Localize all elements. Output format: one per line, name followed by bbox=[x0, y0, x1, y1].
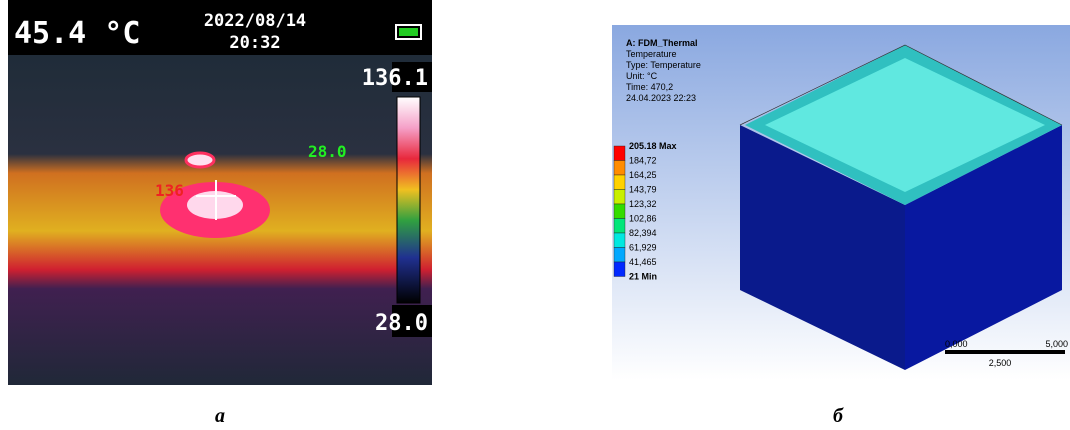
legend-label: 82,394 bbox=[629, 228, 657, 238]
scale-label: 0,000 bbox=[945, 339, 968, 349]
date: 2022/08/14 bbox=[204, 11, 306, 31]
legend-swatch bbox=[614, 219, 625, 234]
legend-label: 205.18 Max bbox=[629, 141, 677, 151]
title: A: FDM_Thermal bbox=[626, 38, 698, 48]
scale-label: 5,000 bbox=[1045, 339, 1068, 349]
spot-max: 136 bbox=[155, 181, 184, 200]
scale-max: 136.1 bbox=[362, 66, 428, 91]
hot-spot bbox=[186, 153, 214, 167]
legend-label: 21 Min bbox=[629, 272, 657, 282]
legend-swatch bbox=[614, 161, 625, 176]
battery-level bbox=[399, 28, 418, 36]
figure: 45.4 °C 2022/08/14 20:32 136.1 28.0 28.0… bbox=[0, 0, 1070, 430]
caption: б bbox=[833, 405, 844, 427]
scale-label: 2,500 bbox=[989, 358, 1012, 368]
legend-swatch bbox=[614, 175, 625, 190]
temperature: 45.4 °C bbox=[14, 16, 140, 51]
info-line: Type: Temperature bbox=[626, 60, 701, 70]
info-line: Time: 470,2 bbox=[626, 82, 673, 92]
color-bar bbox=[397, 97, 420, 303]
legend-label: 184,72 bbox=[629, 156, 657, 166]
legend-label: 102,86 bbox=[629, 214, 657, 224]
info-line: 24.04.2023 22:23 bbox=[626, 93, 696, 103]
time: 20:32 bbox=[229, 33, 280, 53]
spot-min: 28.0 bbox=[308, 142, 347, 161]
panel-a: 45.4 °C 2022/08/14 20:32 136.1 28.0 28.0… bbox=[8, 0, 432, 427]
legend-label: 123,32 bbox=[629, 199, 657, 209]
legend-swatch bbox=[614, 248, 625, 263]
legend-label: 164,25 bbox=[629, 170, 657, 180]
legend-swatch bbox=[614, 190, 625, 205]
info-line: Temperature bbox=[626, 49, 677, 59]
legend-label: 41,465 bbox=[629, 257, 657, 267]
legend-label: 143,79 bbox=[629, 185, 657, 195]
legend-swatch bbox=[614, 262, 625, 277]
legend-label: 61,929 bbox=[629, 243, 657, 253]
legend-swatch bbox=[614, 204, 625, 219]
info-line: Unit: °C bbox=[626, 71, 658, 81]
scale-min: 28.0 bbox=[375, 311, 428, 336]
legend-swatch bbox=[614, 146, 625, 161]
caption: а bbox=[215, 405, 225, 427]
legend-swatch bbox=[614, 233, 625, 248]
